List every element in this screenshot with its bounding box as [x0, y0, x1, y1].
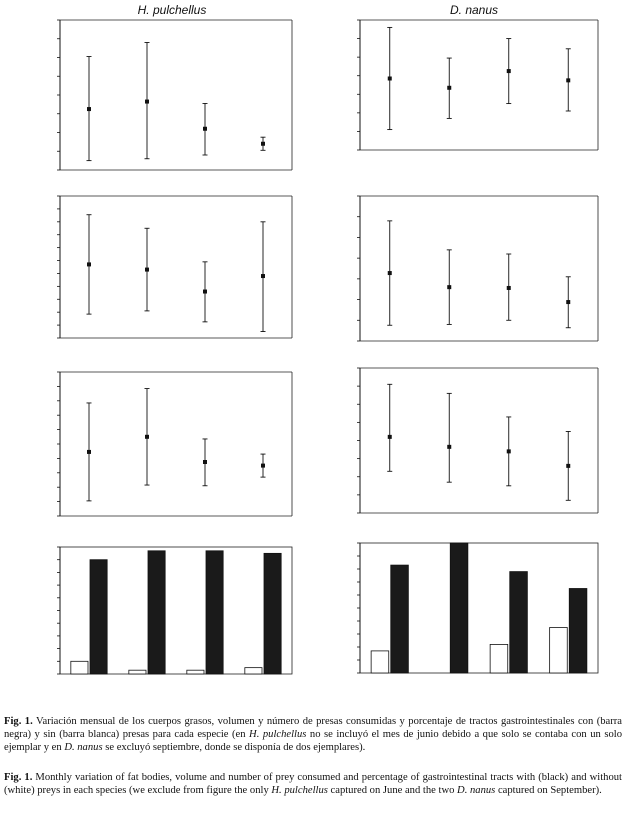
chart-n-right [357, 367, 599, 514]
caption-es-run: D. nanus [64, 742, 103, 754]
column-title-right: D. nanus [450, 3, 498, 17]
data-point [145, 267, 149, 272]
chart-vol-right [357, 195, 599, 342]
bar-without-prey [186, 669, 205, 675]
data-point [203, 289, 207, 294]
data-point [387, 271, 392, 276]
bar-with-prey [449, 542, 469, 674]
caption-es-run: H. pulchellus [249, 729, 307, 741]
data-point [447, 444, 452, 449]
bar-without-prey [489, 644, 509, 674]
chart-n-left [57, 371, 293, 517]
caption-es-run: Variación mensual de los cuerpos grasos,… [4, 716, 622, 741]
caption-en-run: captured on June and the two [327, 785, 458, 797]
caption-en-run: D. nanus [457, 785, 496, 797]
caption-en-run: Monthly variation of fat bodies, volume … [4, 772, 622, 797]
bar-with-prey [205, 550, 224, 675]
bar-without-prey [244, 667, 263, 675]
chart-vol-left [57, 195, 293, 339]
bar-with-prey [568, 588, 588, 674]
bar-with-prey [147, 550, 166, 675]
bar-with-prey [390, 564, 409, 674]
figure-canvas: H. pulchellus D. nanus [57, 3, 599, 675]
data-point [387, 76, 392, 81]
data-point [506, 285, 511, 290]
data-point [506, 69, 511, 74]
data-point [447, 85, 452, 90]
data-point [447, 285, 452, 290]
caption-spanish-label: Fig. 1. [4, 716, 33, 727]
chart-fat-right [357, 19, 599, 151]
data-point [87, 262, 91, 267]
bar-without-prey [128, 669, 147, 675]
bar-without-prey [370, 650, 390, 674]
caption-english-text: Monthly variation of fat bodies, volume … [4, 772, 622, 796]
bar-with-prey [509, 571, 528, 674]
column-title-left: H. pulchellus [138, 3, 207, 17]
data-point [261, 463, 265, 468]
data-point [506, 449, 511, 454]
chart-fat-left [57, 19, 293, 171]
data-point [87, 107, 91, 112]
caption-es-run: se excluyó septiembre, donde se disponía… [102, 742, 366, 754]
chart-panels [57, 19, 599, 675]
chart-pct-right [357, 542, 599, 674]
caption-spanish: Fig. 1. Variación mensual de los cuerpos… [4, 715, 622, 755]
caption-es-run: no se incluyó el mes de junio debido a q… [4, 729, 622, 754]
data-point [145, 99, 149, 104]
bar-without-prey [70, 660, 89, 675]
caption-en-run: H. pulchellus [271, 785, 328, 797]
data-point [566, 78, 571, 83]
caption-english-label: Fig. 1. [4, 772, 33, 783]
data-point [87, 449, 91, 454]
data-point [203, 126, 207, 131]
data-point [566, 463, 571, 468]
data-point [203, 460, 207, 464]
data-point [261, 274, 265, 279]
data-point [261, 141, 265, 146]
caption-english: Fig. 1. Monthly variation of fat bodies,… [4, 771, 622, 797]
chart-pct-left [57, 546, 293, 675]
data-point [566, 300, 571, 305]
data-point [145, 434, 149, 439]
caption-spanish-text: Variación mensual de los cuerpos grasos,… [4, 716, 622, 753]
data-point [387, 434, 392, 439]
bar-with-prey [89, 559, 108, 675]
caption-en-run: captured on September). [495, 785, 602, 797]
bar-without-prey [549, 627, 568, 674]
bar-with-prey [263, 552, 282, 675]
